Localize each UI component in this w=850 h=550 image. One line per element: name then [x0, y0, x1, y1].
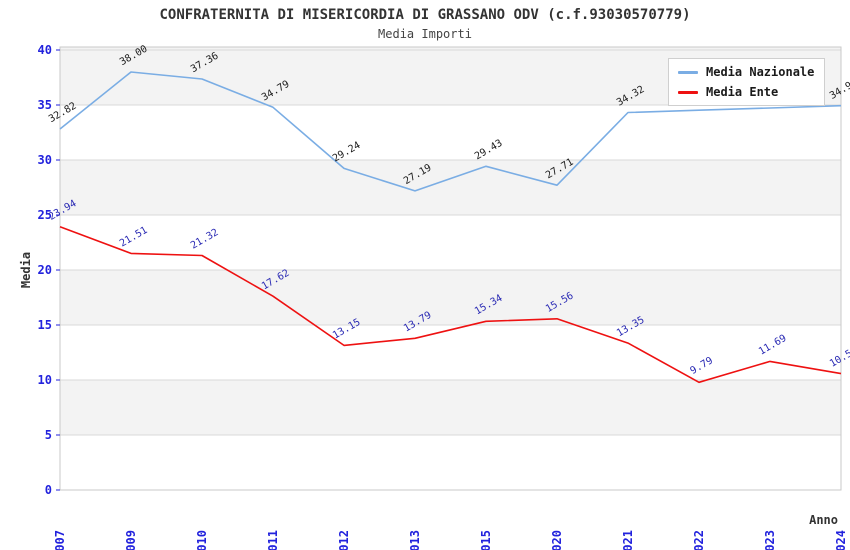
- x-tick-label: 2022: [692, 530, 706, 550]
- legend: Media Nazionale Media Ente: [668, 58, 826, 106]
- legend-line-red-icon: [678, 90, 698, 94]
- y-tick-label: 5: [45, 428, 52, 442]
- legend-line-blue-icon: [678, 70, 698, 74]
- y-tick-label: 0: [45, 483, 52, 497]
- plot-band: [60, 270, 841, 325]
- plot-band-top: [60, 47, 841, 50]
- y-tick-label: 40: [38, 43, 52, 57]
- x-tick-label: 2013: [408, 530, 422, 550]
- plot-band: [60, 160, 841, 215]
- y-tick-label: 35: [38, 98, 52, 112]
- y-tick-label: 15: [38, 318, 52, 332]
- y-axis-title: Media: [19, 252, 33, 288]
- series-line-media-ente: [59, 225, 842, 384]
- x-tick-label: 2023: [763, 530, 777, 550]
- chart-title: CONFRATERNITA DI MISERICORDIA DI GRASSAN…: [159, 7, 691, 23]
- legend-item-media-ente[interactable]: Media Ente: [678, 85, 814, 99]
- plot-band: [60, 105, 841, 160]
- y-tick-label: 25: [38, 208, 52, 222]
- chart-subtitle: Media Importi: [378, 27, 472, 41]
- plot-band: [60, 380, 841, 435]
- x-tick-label: 2010: [195, 530, 209, 550]
- x-tick-label: 2021: [621, 530, 635, 550]
- x-tick-label: 2007: [53, 530, 67, 550]
- x-tick-label: 2012: [337, 530, 351, 550]
- x-axis-title: Anno: [809, 513, 838, 527]
- y-tick-label: 10: [38, 373, 52, 387]
- x-tick-label: 2009: [124, 530, 138, 550]
- plot-band: [60, 435, 841, 490]
- y-tick-label: 30: [38, 153, 52, 167]
- legend-label-media-ente: Media Ente: [706, 85, 779, 99]
- plot-band: [60, 325, 841, 380]
- x-tick-label: 2011: [266, 530, 280, 550]
- series-line-media-nazionale: [59, 71, 842, 192]
- legend-item-media-nazionale[interactable]: Media Nazionale: [678, 65, 814, 79]
- plot-band: [60, 215, 841, 270]
- plot-border: [59, 46, 842, 491]
- y-tick-label: 20: [38, 263, 52, 277]
- x-tick-label: 2020: [550, 530, 564, 550]
- x-tick-label: 2015: [479, 530, 493, 550]
- legend-label-media-nazionale: Media Nazionale: [706, 65, 815, 79]
- x-tick-label: 2024: [834, 530, 848, 550]
